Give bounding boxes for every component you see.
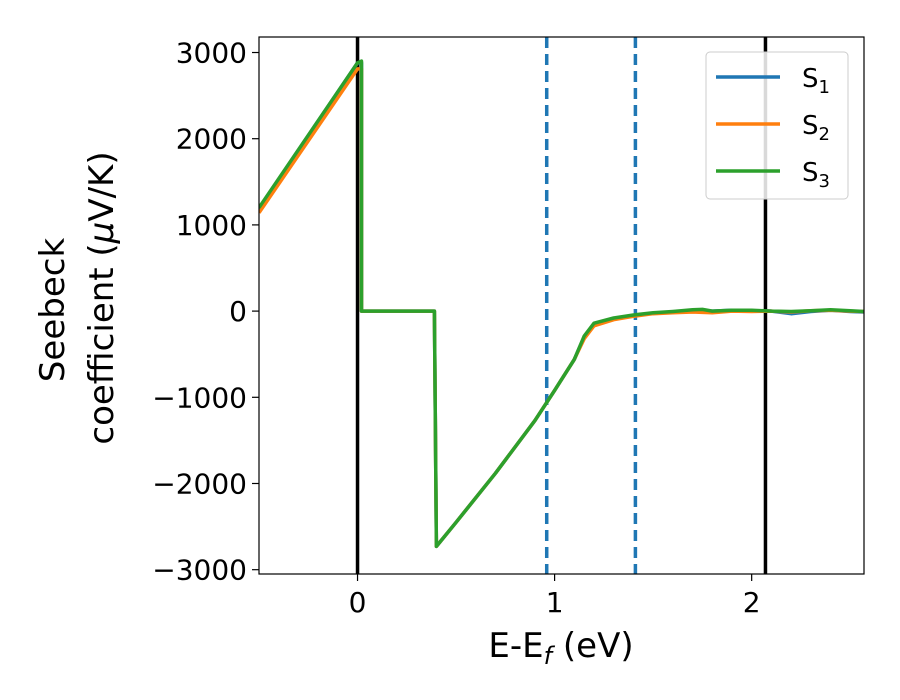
y-tick-label: 1000 (176, 209, 247, 242)
x-tick-label: 0 (349, 586, 367, 619)
y-tick-label: 3000 (176, 37, 247, 70)
y-tick-label: 2000 (176, 123, 247, 156)
series-lines (259, 59, 864, 549)
y-tick-label: −3000 (152, 554, 247, 587)
y-tick-label: −1000 (152, 381, 247, 414)
x-tick-label: 2 (743, 586, 761, 619)
y-tick-label: −2000 (152, 467, 247, 500)
y-axis-label-line-2: coefficient (μV/K) (82, 151, 122, 444)
legend-label-s3: S3 (802, 158, 830, 192)
y-axis-label-line-1: Seebeck (33, 238, 73, 383)
x-axis-label: E-Ef (eV) (488, 626, 633, 670)
x-axis: 0 1 2 (349, 574, 761, 619)
x-tick-label: 1 (546, 586, 564, 619)
plot-frame (258, 36, 865, 575)
legend-label-s1: S1 (802, 64, 830, 98)
series-line-s3 (259, 59, 864, 549)
y-tick-label: 0 (229, 295, 247, 328)
y-axis: 3000 2000 1000 0 −1000 −2000 −3000 (152, 37, 259, 587)
legend: S1 S2 S3 (705, 51, 849, 200)
legend-label-s2: S2 (802, 111, 830, 145)
